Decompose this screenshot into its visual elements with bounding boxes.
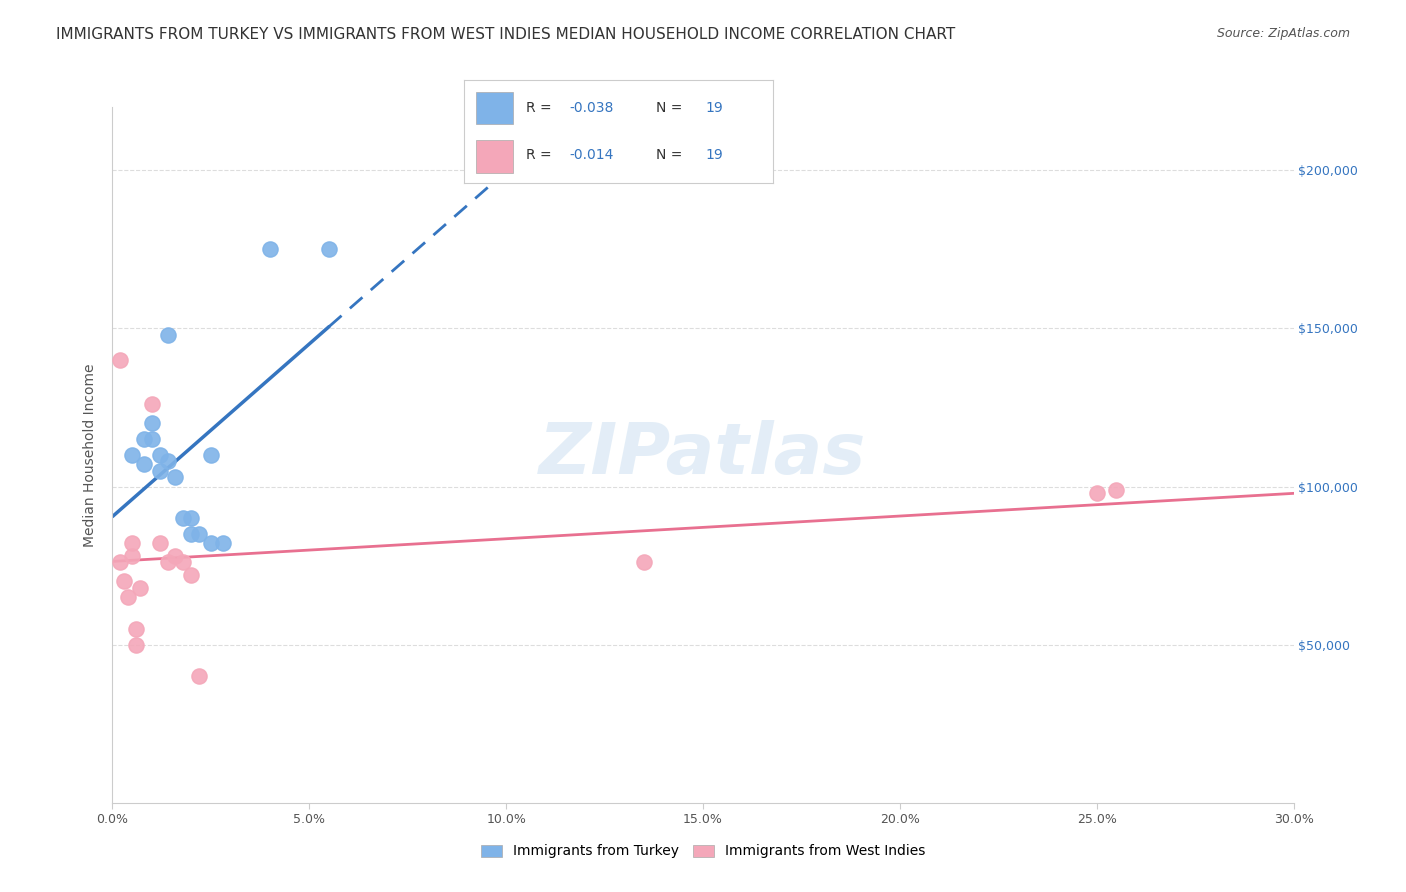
Text: Source: ZipAtlas.com: Source: ZipAtlas.com (1216, 27, 1350, 40)
Point (180, 527, 202, 541)
Point (125, 638, 148, 652)
Point (121, 536, 143, 550)
Point (121, 549, 143, 563)
Point (141, 397, 163, 411)
Text: -0.014: -0.014 (569, 148, 613, 162)
Text: IMMIGRANTS FROM TURKEY VS IMMIGRANTS FROM WEST INDIES MEDIAN HOUSEHOLD INCOME CO: IMMIGRANTS FROM TURKEY VS IMMIGRANTS FRO… (56, 27, 956, 42)
Point (172, 556, 194, 570)
Point (1085, 486, 1108, 500)
Legend: Immigrants from Turkey, Immigrants from West Indies: Immigrants from Turkey, Immigrants from … (474, 838, 932, 865)
Point (156, 454, 179, 468)
Point (180, 511, 202, 525)
Text: 19: 19 (706, 101, 723, 115)
Point (125, 622, 148, 636)
Point (132, 458, 155, 472)
Point (149, 464, 172, 478)
Text: -0.038: -0.038 (569, 101, 613, 115)
Point (318, 243, 340, 257)
Point (141, 432, 163, 446)
Point (110, 556, 132, 570)
Point (165, 549, 187, 563)
Point (633, 556, 655, 570)
Point (200, 448, 222, 462)
FancyBboxPatch shape (477, 92, 513, 124)
Point (211, 536, 233, 550)
Text: N =: N = (655, 148, 686, 162)
Point (141, 417, 163, 431)
Point (200, 536, 222, 550)
Text: R =: R = (526, 101, 555, 115)
Text: 19: 19 (706, 148, 723, 162)
Point (1105, 483, 1128, 497)
Point (117, 591, 139, 605)
Point (112, 574, 135, 589)
Point (129, 581, 152, 595)
Point (165, 470, 187, 484)
Y-axis label: Median Household Income: Median Household Income (83, 363, 97, 547)
Point (172, 511, 194, 525)
Point (110, 353, 132, 368)
Point (132, 432, 155, 446)
Text: N =: N = (655, 101, 686, 115)
Point (149, 536, 172, 550)
Text: R =: R = (526, 148, 555, 162)
Point (121, 448, 143, 462)
Point (180, 568, 202, 582)
Point (188, 669, 211, 683)
Text: ZIPatlas: ZIPatlas (540, 420, 866, 490)
Point (259, 243, 281, 257)
Point (156, 327, 179, 342)
Point (156, 556, 179, 570)
FancyBboxPatch shape (477, 140, 513, 173)
Point (188, 527, 211, 541)
Point (149, 448, 172, 462)
